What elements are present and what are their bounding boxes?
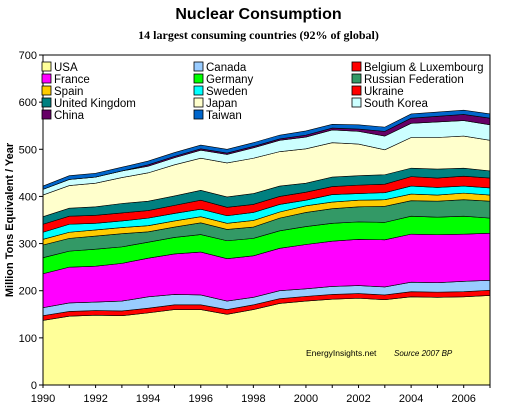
- legend-swatch-belgium-and-luxembourg: [351, 61, 362, 72]
- legend-swatch-japan: [193, 97, 204, 108]
- legend-label-canada: Canada: [206, 62, 247, 74]
- x-tick-label: 1994: [136, 393, 160, 405]
- x-tick-label: 1992: [83, 393, 107, 405]
- legend-swatch-germany: [193, 73, 204, 84]
- y-tick-label: 600: [19, 97, 37, 109]
- y-tick-label: 400: [19, 191, 37, 203]
- annotation-source-site: EnergyInsights.net: [306, 348, 377, 358]
- y-tick-label: 0: [31, 380, 37, 392]
- legend-label-taiwan: Taiwan: [206, 110, 242, 122]
- legend-swatch-spain: [41, 85, 52, 96]
- legend-swatch-taiwan: [193, 109, 204, 120]
- plot-frame: [42, 54, 491, 386]
- chart-title: Nuclear Consumption: [175, 6, 342, 23]
- legend-label-france: France: [54, 74, 90, 86]
- annotation-source: Source 2007 BP: [394, 349, 453, 358]
- legend-label-spain: Spain: [54, 86, 83, 98]
- legend-swatch-china: [41, 109, 52, 120]
- legend-label-russian-federation: Russian Federation: [364, 74, 464, 86]
- x-tick-label: 2006: [451, 393, 475, 405]
- legend-swatch-canada: [193, 61, 204, 72]
- x-tick-label: 1996: [189, 393, 213, 405]
- y-axis-label: Million Tons Equivalent / Year: [4, 142, 16, 297]
- chart-subtitle: 14 largest consuming countries (92% of g…: [138, 28, 379, 42]
- x-tick-label: 2004: [399, 393, 423, 405]
- legend-label-china: China: [54, 110, 85, 122]
- legend-swatch-united-kingdom: [41, 97, 52, 108]
- x-tick-label: 1998: [241, 393, 265, 405]
- legend-swatch-usa: [41, 61, 52, 72]
- legend-swatch-russian-federation: [351, 73, 362, 84]
- legend-label-japan: Japan: [206, 98, 237, 110]
- legend-swatch-france: [41, 73, 52, 84]
- x-tick-label: 2000: [294, 393, 318, 405]
- y-tick-label: 300: [19, 239, 37, 251]
- legend-label-south-korea: South Korea: [364, 98, 429, 110]
- legend-label-germany: Germany: [206, 74, 254, 86]
- x-tick-label: 1990: [31, 393, 55, 405]
- y-tick-label: 100: [19, 333, 37, 345]
- legend-label-usa: USA: [54, 62, 78, 74]
- y-tick-label: 700: [19, 50, 37, 62]
- legend-label-sweden: Sweden: [206, 86, 248, 98]
- legend-swatch-ukraine: [351, 85, 362, 96]
- legend-swatch-sweden: [193, 85, 204, 96]
- legend-label-belgium-and-luxembourg: Belgium & Luxembourg: [364, 62, 484, 74]
- y-tick-label: 500: [19, 144, 37, 156]
- legend-swatch-south-korea: [351, 97, 362, 108]
- legend-label-ukraine: Ukraine: [364, 86, 404, 98]
- y-tick-label: 200: [19, 286, 37, 298]
- legend-label-united-kingdom: United Kingdom: [54, 98, 136, 110]
- x-tick-label: 2002: [346, 393, 370, 405]
